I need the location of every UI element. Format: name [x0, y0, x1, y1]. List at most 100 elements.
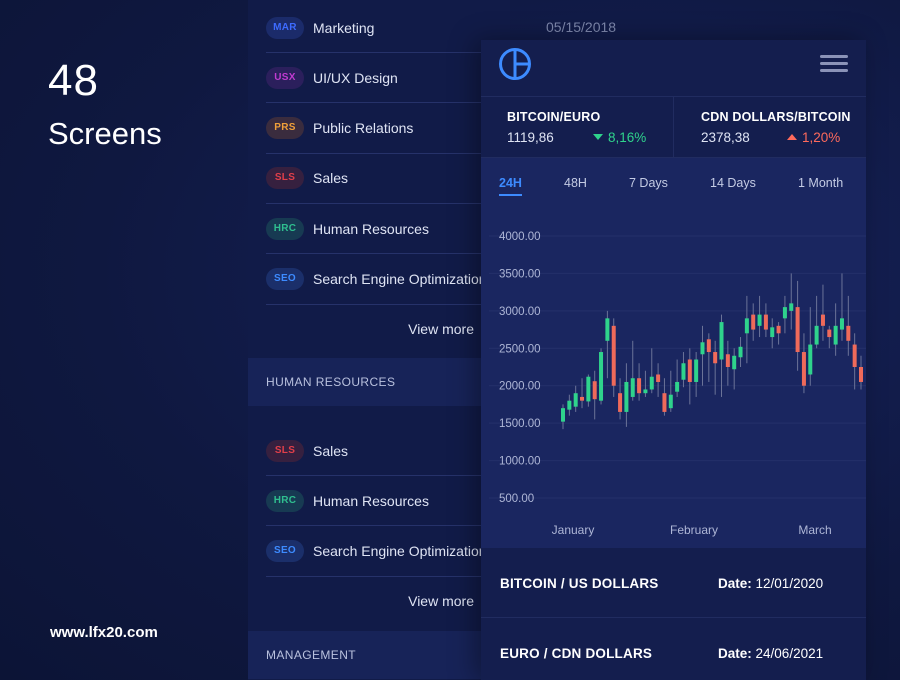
y-tick-label: 2500.00: [499, 343, 541, 355]
ticker-change: 8,16%: [593, 130, 646, 145]
department-item-search-engine-optimization[interactable]: SEO Search Engine Optimization: [266, 527, 492, 577]
ticker-bar: BITCOIN/EURO 1119,86 8,16% CDN DOLLARS/B…: [481, 96, 866, 158]
x-tick-label: March: [798, 523, 831, 537]
ticker-cdn-bitcoin[interactable]: CDN DOLLARS/BITCOIN 2378,38 1,20%: [674, 97, 866, 159]
ticker-pair: CDN DOLLARS/BITCOIN: [701, 110, 851, 124]
view-more-button-hr[interactable]: View more: [408, 593, 474, 609]
department-badge: SEO: [266, 268, 304, 290]
candle: [853, 333, 857, 389]
candle: [586, 374, 590, 406]
y-tick-label: 1500.00: [499, 418, 541, 430]
department-label: Human Resources: [313, 221, 429, 237]
tab-1-month[interactable]: 1 Month: [798, 176, 843, 190]
ticker-price: 2378,38: [701, 130, 750, 145]
section-header-management: MANAGEMENT: [248, 631, 510, 679]
department-badge: PRS: [266, 117, 304, 139]
section-header-human-resources: HUMAN RESOURCES: [248, 358, 510, 406]
candle: [777, 322, 781, 344]
candle: [574, 386, 578, 412]
department-item-sales[interactable]: SLS Sales: [266, 426, 492, 476]
department-item-public-relations[interactable]: PRS Public Relations: [266, 104, 492, 154]
candle: [567, 395, 571, 416]
department-label: Human Resources: [313, 493, 429, 509]
candle: [815, 296, 819, 348]
department-item-sales[interactable]: SLS Sales: [266, 154, 492, 204]
department-badge: HRC: [266, 218, 304, 240]
candle: [846, 296, 850, 356]
ticker-pair: BITCOIN/EURO: [507, 110, 600, 124]
department-badge: MAR: [266, 17, 304, 39]
candle: [783, 296, 787, 333]
view-more-button[interactable]: View more: [408, 321, 474, 337]
candle: [669, 371, 673, 412]
pair-name: EURO / CDN DOLLARS: [500, 646, 652, 661]
department-label: Search Engine Optimization: [313, 271, 487, 287]
department-item-marketing[interactable]: MAR Marketing: [266, 3, 492, 53]
candle: [612, 318, 616, 397]
ticker-change: 1,20%: [787, 130, 840, 145]
ticker-bitcoin-euro[interactable]: BITCOIN/EURO 1119,86 8,16%: [481, 97, 673, 159]
department-label: Sales: [313, 443, 348, 459]
department-item-human-resources[interactable]: HRC Human Resources: [266, 204, 492, 254]
x-tick-label: January: [552, 523, 595, 537]
candle: [624, 363, 628, 427]
logo-icon[interactable]: [498, 47, 532, 81]
promo-count: 48: [48, 56, 99, 106]
candle: [821, 285, 825, 341]
candle: [764, 303, 768, 337]
candle: [599, 348, 603, 404]
candle: [694, 352, 698, 397]
department-label: Sales: [313, 170, 348, 186]
candle: [637, 363, 641, 400]
department-item-search-engine-optimization[interactable]: SEO Search Engine Optimization: [266, 255, 492, 305]
candle: [605, 311, 609, 378]
tab-24h[interactable]: 24H: [499, 176, 522, 190]
department-badge: SLS: [266, 167, 304, 189]
candle: [643, 371, 647, 397]
timeframe-tabs: 24H 48H 7 Days 14 Days 1 Month: [481, 158, 866, 204]
candle: [802, 333, 806, 393]
candle: [726, 341, 730, 386]
department-label: UI/UX Design: [313, 70, 398, 86]
promo-label: Screens: [48, 116, 162, 152]
trading-app-panel: BITCOIN/EURO 1119,86 8,16% CDN DOLLARS/B…: [481, 40, 866, 680]
department-item-human-resources[interactable]: HRC Human Resources: [266, 476, 492, 526]
department-badge: USX: [266, 67, 304, 89]
pair-row[interactable]: EURO / CDN DOLLARS Date: 24/06/2021: [481, 618, 866, 680]
tab-48h[interactable]: 48H: [564, 176, 587, 190]
y-tick-label: 3500.00: [499, 268, 541, 280]
down-arrow-icon: [593, 134, 603, 140]
hamburger-menu-icon[interactable]: [820, 55, 848, 73]
pair-date: Date: 12/01/2020: [718, 576, 823, 591]
candle: [758, 296, 762, 337]
tab-14-days[interactable]: 14 Days: [710, 176, 756, 190]
candle: [770, 318, 774, 348]
candle: [859, 356, 863, 390]
department-item-ui-ux-design[interactable]: USX UI/UX Design: [266, 53, 492, 103]
candlestick-chart: 4000.00 3500.00 3000.00 2500.00 2000.00 1500.…: [481, 204, 866, 548]
candle: [789, 273, 793, 329]
pair-date: Date: 24/06/2021: [718, 646, 823, 661]
y-tick-label: 4000.00: [499, 231, 541, 243]
y-tick-label: 3000.00: [499, 306, 541, 318]
tab-7-days[interactable]: 7 Days: [629, 176, 668, 190]
department-badge: HRC: [266, 490, 304, 512]
department-list-panel: MAR Marketing USX UI/UX Design PRS Public Rel…: [248, 0, 510, 680]
pair-name: BITCOIN / US DOLLARS: [500, 576, 659, 591]
candle: [631, 341, 635, 401]
candle: [840, 273, 844, 340]
pair-row[interactable]: BITCOIN / US DOLLARS Date: 12/01/2020: [481, 548, 866, 618]
candle: [593, 371, 597, 420]
ticker-price: 1119,86: [507, 130, 554, 145]
candle: [700, 326, 704, 386]
chart-card: 24H 48H 7 Days 14 Days 1 Month 4000.00 3500.0…: [481, 158, 866, 548]
candle: [707, 333, 711, 382]
department-label: Public Relations: [313, 120, 413, 136]
candle: [720, 315, 724, 397]
promo-url: www.lfx20.com: [50, 624, 158, 641]
y-tick-label: 2000.00: [499, 381, 541, 393]
y-tick-label: 500.00: [499, 493, 534, 505]
candle: [808, 307, 812, 386]
candle: [751, 303, 755, 340]
up-arrow-icon: [787, 134, 797, 140]
